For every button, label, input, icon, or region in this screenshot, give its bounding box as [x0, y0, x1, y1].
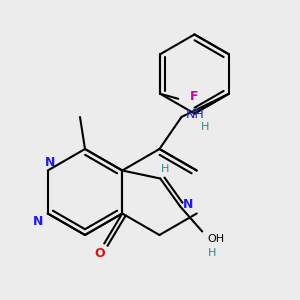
- Text: F: F: [190, 90, 199, 103]
- Text: H: H: [161, 164, 170, 173]
- Text: H: H: [208, 248, 216, 259]
- Text: OH: OH: [208, 235, 225, 244]
- Text: O: O: [94, 247, 105, 260]
- Text: NH: NH: [186, 109, 205, 122]
- Text: H: H: [201, 122, 210, 132]
- Text: N: N: [45, 156, 55, 169]
- Text: N: N: [33, 215, 43, 228]
- Text: N: N: [183, 198, 194, 211]
